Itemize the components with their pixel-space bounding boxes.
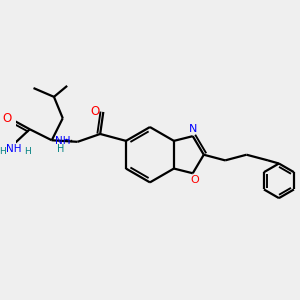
Text: H: H — [0, 147, 5, 156]
Text: H: H — [57, 144, 64, 154]
Text: H: H — [24, 147, 31, 156]
Text: O: O — [2, 112, 11, 125]
Text: O: O — [91, 105, 100, 118]
Text: NH: NH — [55, 136, 70, 146]
Text: NH: NH — [6, 144, 22, 154]
Text: N: N — [189, 124, 198, 134]
Text: O: O — [190, 175, 199, 185]
